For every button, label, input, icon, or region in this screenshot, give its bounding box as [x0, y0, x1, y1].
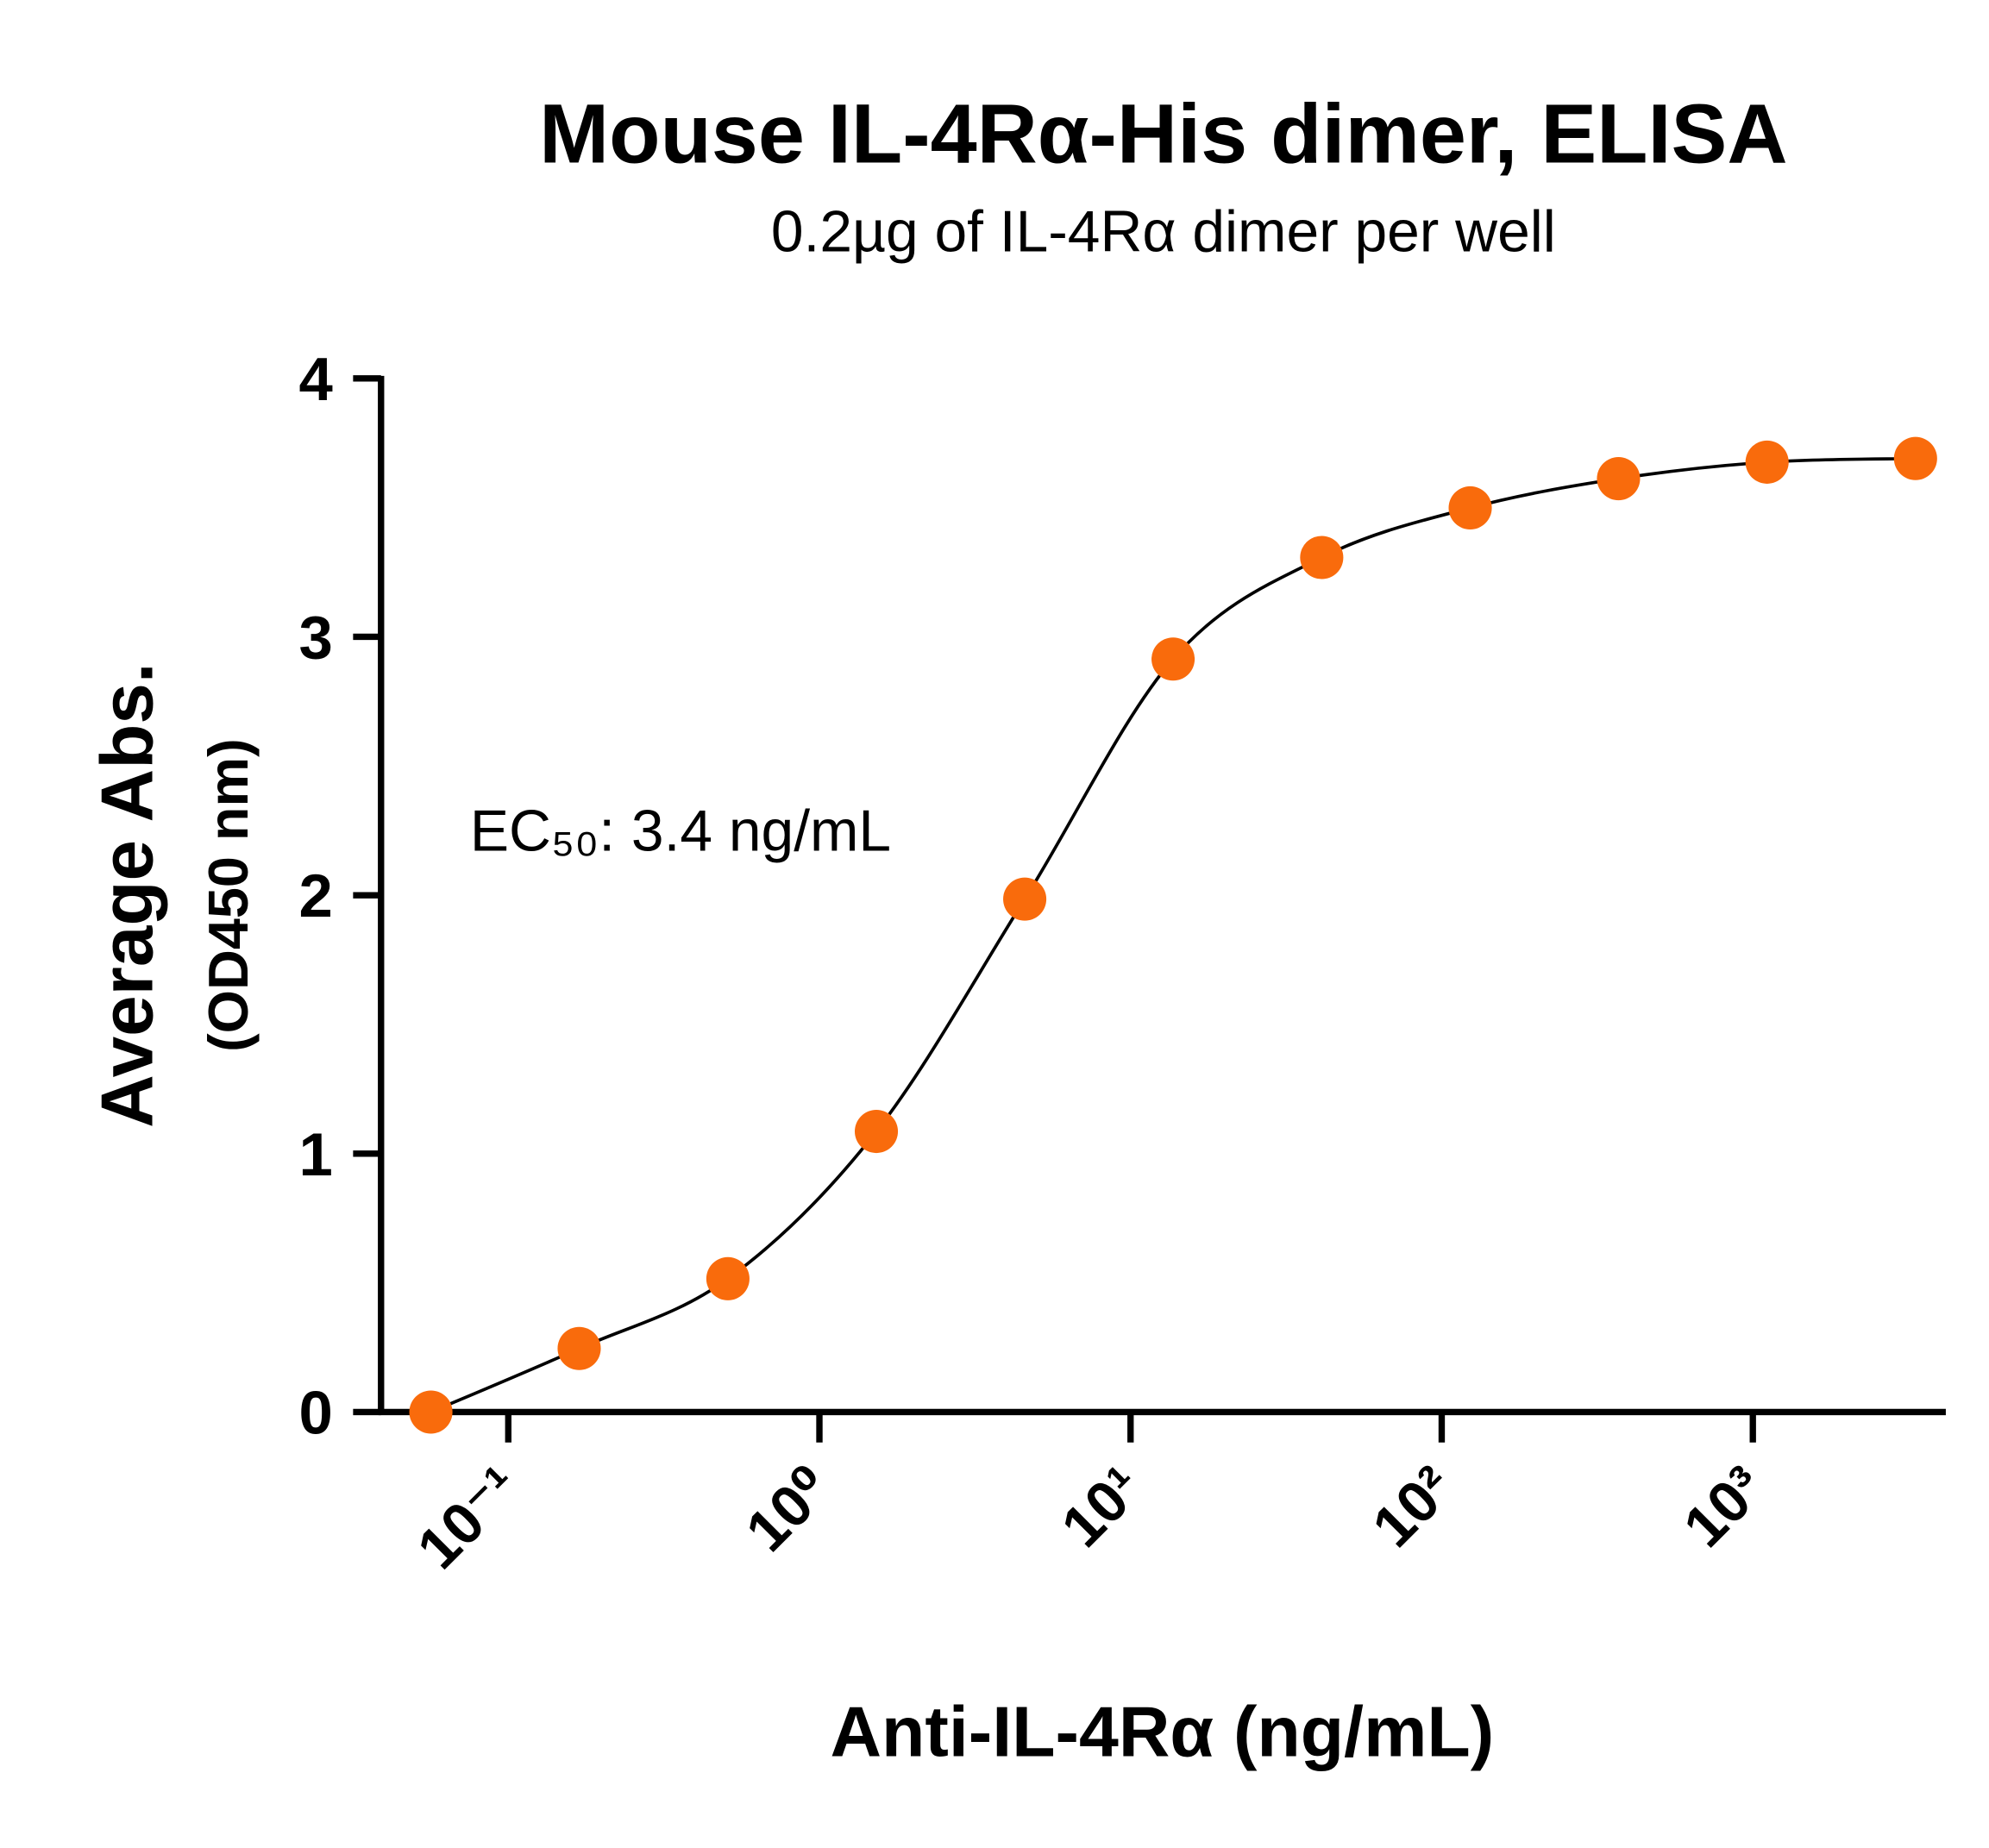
y-tick-label: 1: [298, 1120, 332, 1188]
y-axis-subtitle: (OD450 nm): [197, 738, 260, 1052]
data-point: [854, 1110, 899, 1154]
data-point: [557, 1326, 601, 1370]
x-tick-label: 10²: [1361, 1454, 1466, 1559]
x-tick-label: 10⁰: [734, 1454, 844, 1563]
data-point: [409, 1390, 453, 1434]
data-point: [1745, 440, 1789, 484]
y-tick-label: 3: [298, 604, 332, 672]
data-point: [1003, 877, 1047, 921]
x-tick-label: 10³: [1672, 1454, 1777, 1559]
data-point: [1300, 536, 1344, 579]
data-point: [1448, 485, 1492, 529]
data-point: [1151, 637, 1195, 681]
x-axis-title: Anti-IL-4Rα (ng/mL): [831, 1693, 1495, 1772]
data-point: [706, 1256, 750, 1300]
data-point: [1597, 457, 1641, 501]
x-tick-label: 10⁻¹: [405, 1454, 533, 1582]
y-tick-label: 0: [298, 1379, 332, 1447]
fit-curve: [430, 456, 1916, 1414]
chart-subtitle: 0.2µg of IL-4Rα dimer per well: [771, 200, 1556, 265]
chart-title: Mouse IL-4Rα-His dimer, ELISA: [539, 86, 1787, 180]
y-axis-title: Average Abs.: [87, 662, 169, 1127]
y-tick-label: 2: [298, 861, 332, 930]
data-point: [1893, 436, 1937, 480]
annotation: EC₅₀: 3.4 ng/mL: [470, 799, 891, 864]
x-tick-label: 10¹: [1050, 1454, 1155, 1559]
y-tick-label: 4: [298, 345, 332, 413]
